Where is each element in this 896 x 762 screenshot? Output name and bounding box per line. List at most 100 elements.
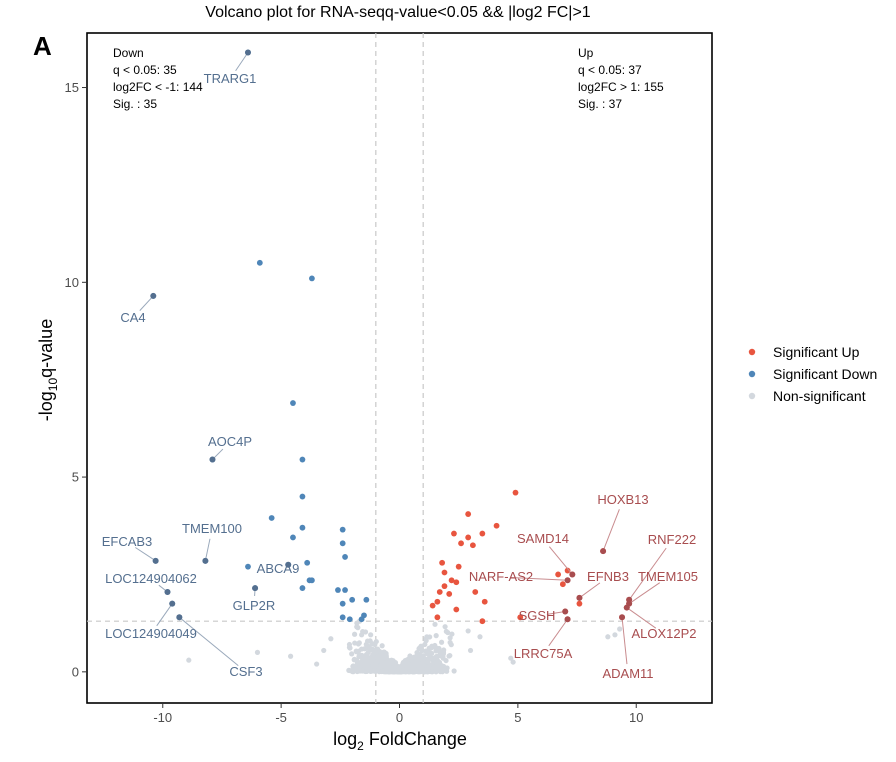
- ns-point: [314, 661, 320, 667]
- non-significant-points: [186, 618, 623, 675]
- significant-down-point: [299, 585, 306, 591]
- ns-point: [436, 645, 442, 652]
- ns-point: [427, 634, 433, 640]
- stats-down-line: Sig. : 35: [113, 97, 157, 111]
- ns-point: [363, 662, 369, 669]
- ns-point: [429, 668, 435, 674]
- significant-down-point: [339, 614, 346, 621]
- ns-point: [359, 668, 366, 674]
- legend-swatch: [748, 370, 756, 378]
- stats-down-box: Down q < 0.05: 35 log2FC < -1: 144 Sig. : 3…: [113, 46, 203, 111]
- gene-label: RNF222: [648, 532, 696, 547]
- labeled-point: [150, 292, 157, 299]
- ns-point: [369, 647, 375, 653]
- ns-point: [321, 647, 327, 654]
- y-axis-ticks: 0 5 10 15: [65, 80, 87, 679]
- ns-point: [425, 668, 431, 674]
- ns-point: [254, 649, 261, 655]
- labeled-point: [564, 616, 571, 623]
- significant-down-point: [335, 587, 341, 593]
- significant-up-point: [512, 489, 519, 496]
- significant-down-point: [309, 577, 315, 584]
- significant-up-point: [446, 591, 453, 597]
- gene-label: ADAM11: [602, 666, 653, 681]
- significant-up-point: [434, 614, 441, 621]
- ns-point: [388, 660, 395, 666]
- ns-point: [416, 653, 422, 659]
- significant-up-point: [493, 522, 500, 529]
- significant-up-point: [453, 606, 460, 613]
- significant-up-point: [576, 600, 583, 607]
- gene-label: LOC124904049: [105, 626, 197, 641]
- ns-point: [428, 650, 434, 657]
- ns-point: [354, 620, 360, 626]
- y-tick-label: 0: [72, 664, 79, 679]
- significant-down-point: [309, 275, 315, 282]
- significant-up-point: [448, 577, 455, 584]
- labeled-point: [252, 585, 259, 592]
- labeled-point: [169, 600, 176, 607]
- panel-letter: A: [33, 31, 52, 61]
- ns-point: [379, 643, 385, 649]
- gene-label: EFCAB3: [102, 534, 153, 549]
- ns-point: [442, 624, 448, 630]
- y-tick-label: 5: [72, 470, 79, 485]
- significant-down-point: [245, 563, 251, 570]
- significant-up-point: [517, 614, 524, 621]
- gene-label: TRARG1: [204, 71, 257, 86]
- labeled-point: [569, 571, 576, 578]
- significant-up-point: [472, 589, 479, 595]
- ns-point: [356, 654, 362, 660]
- significant-down-point: [346, 616, 353, 623]
- significant-up-point: [564, 567, 571, 574]
- ns-point: [384, 662, 390, 668]
- ns-point: [443, 628, 449, 635]
- x-axis-title: log2 FoldChange: [333, 729, 467, 753]
- ns-point: [426, 663, 432, 669]
- ns-point: [430, 655, 436, 662]
- significant-up-point: [455, 563, 462, 570]
- ns-point: [612, 632, 618, 638]
- labeled-point: [202, 557, 209, 564]
- ns-point: [417, 666, 423, 672]
- ns-point: [441, 647, 447, 653]
- ns-point: [358, 659, 364, 665]
- significant-down-point: [304, 559, 311, 566]
- significant-up-point: [436, 589, 443, 595]
- labeled-point: [619, 614, 626, 621]
- ns-point: [368, 632, 374, 638]
- legend-swatch: [748, 348, 756, 356]
- ns-point: [434, 662, 440, 668]
- significant-up-point: [429, 602, 436, 609]
- x-tick-label: 0: [396, 710, 403, 725]
- leader-line: [548, 618, 568, 647]
- ns-point: [510, 659, 516, 665]
- ns-point: [370, 655, 376, 661]
- ns-point: [379, 656, 385, 662]
- significant-up-point: [441, 583, 448, 590]
- ns-point: [427, 655, 433, 661]
- leader-line: [510, 576, 568, 581]
- ns-point: [186, 657, 192, 663]
- ns-point: [375, 668, 381, 674]
- gene-label: ABCA9: [257, 561, 300, 576]
- significant-down-point: [290, 534, 296, 541]
- leader-line: [628, 547, 667, 601]
- gene-label: LOC124904062: [105, 571, 197, 586]
- significant-up-point: [439, 559, 446, 566]
- y-tick-label: 15: [65, 80, 79, 95]
- stats-up-line: q < 0.05: 37: [578, 63, 642, 77]
- ns-point: [351, 631, 358, 637]
- ns-point: [370, 663, 376, 669]
- stats-down-line: q < 0.05: 35: [113, 63, 177, 77]
- ns-point: [438, 639, 445, 645]
- labeled-point: [209, 456, 216, 463]
- significant-down-point: [290, 400, 296, 406]
- ns-point: [354, 624, 360, 630]
- gene-label: CA4: [120, 310, 145, 325]
- legend: Significant Up Significant Down Non-signif…: [748, 344, 877, 404]
- ns-point: [349, 651, 355, 657]
- significant-up-point: [465, 534, 472, 541]
- gene-label: SGSH: [519, 608, 556, 623]
- ns-point: [402, 667, 408, 673]
